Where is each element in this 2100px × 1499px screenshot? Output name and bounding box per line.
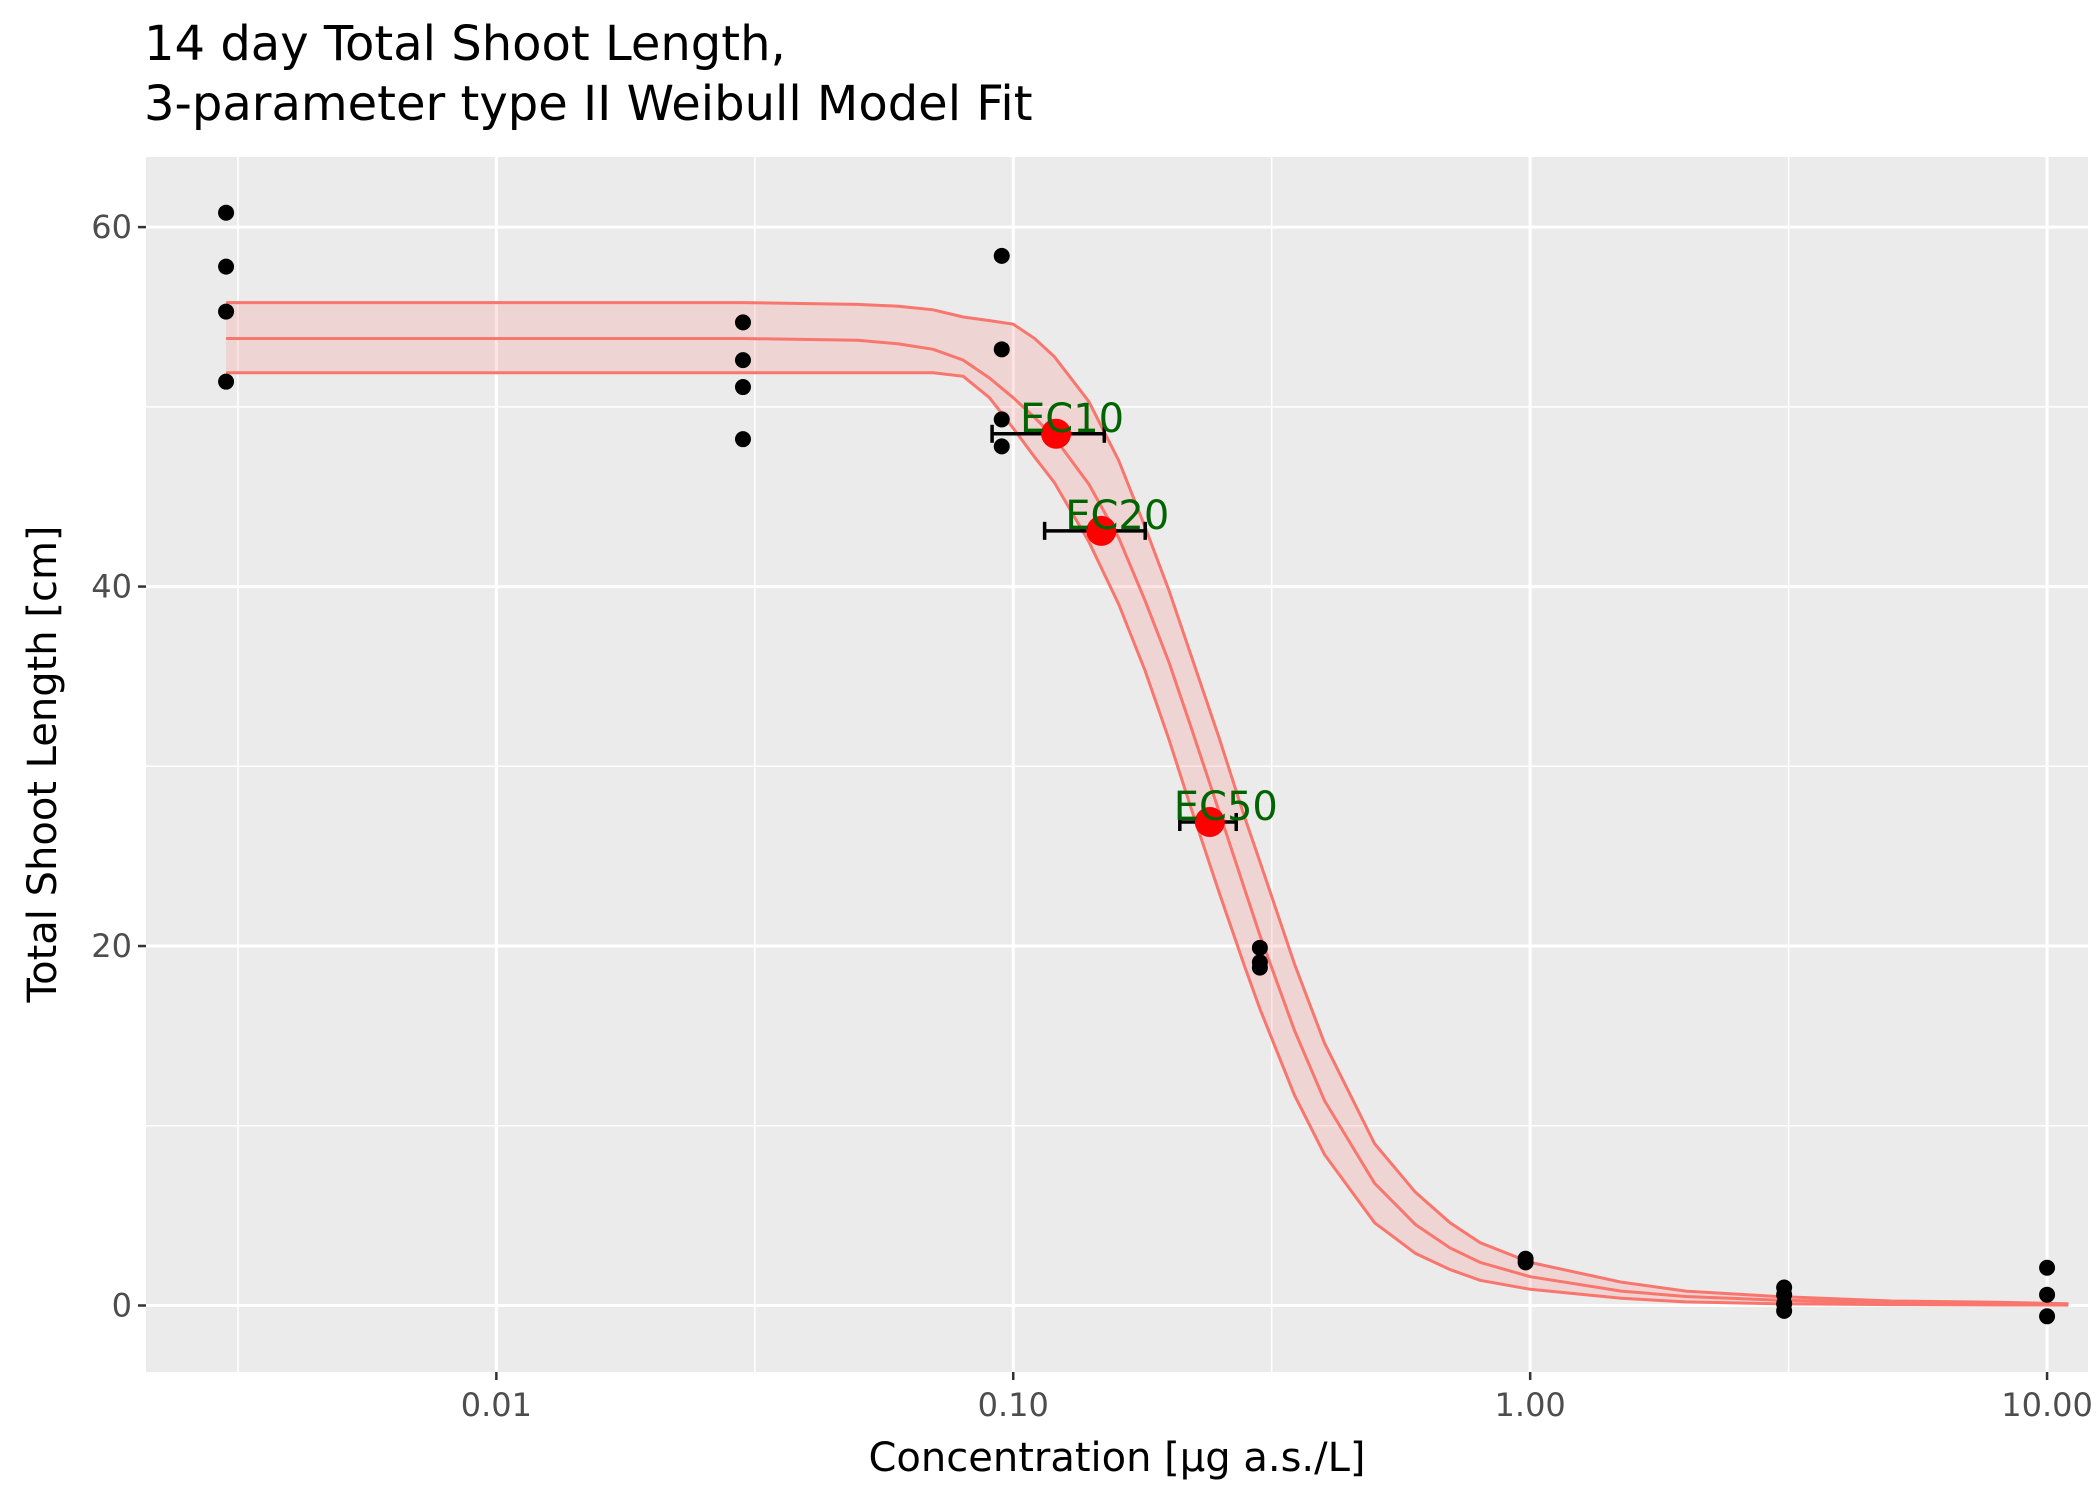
- data-point: [218, 258, 235, 275]
- data-point: [218, 373, 235, 390]
- x-tick-label: 0.01: [461, 1386, 532, 1424]
- data-point: [1776, 1302, 1793, 1319]
- data-point: [1251, 959, 1268, 976]
- data-point: [734, 314, 751, 331]
- upper-bound-line: [226, 301, 2069, 1306]
- data-point: [993, 438, 1010, 455]
- axis-ticks: 0.01 0.10 1.00 10.00 0 20 40 60: [91, 208, 2093, 1424]
- lower-bound-line: [226, 371, 2069, 1307]
- fit-curve-line: [226, 337, 2069, 1307]
- y-axis-title: Total Shoot Length [cm]: [20, 525, 66, 1003]
- data-point: [2039, 1286, 2056, 1303]
- data-point: [993, 411, 1010, 428]
- data-point: [218, 204, 235, 221]
- data-point: [218, 303, 235, 320]
- data-point: [734, 352, 751, 369]
- y-tick-label: 20: [91, 927, 132, 965]
- ec-point: [1194, 807, 1225, 838]
- ec-label: EC50: [1174, 784, 1278, 830]
- x-tick-label: 10.00: [2001, 1386, 2093, 1424]
- ec-label: EC10: [1020, 396, 1124, 442]
- fit-lines: [226, 301, 2069, 1307]
- y-tick-label: 40: [91, 568, 132, 606]
- ec-estimates: EC10 EC20 EC50: [990, 396, 1278, 838]
- ec-point: [1041, 418, 1072, 449]
- plot-panel: [146, 157, 2088, 1372]
- x-tick-label: 0.10: [978, 1386, 1049, 1424]
- data-point: [2039, 1308, 2056, 1325]
- data-point: [1517, 1254, 1534, 1271]
- data-point: [1251, 939, 1268, 956]
- chart-title-line-1: 14 day Total Shoot Length,: [144, 16, 786, 72]
- chart-title-line-2: 3-parameter type II Weibull Model Fit: [144, 76, 1033, 132]
- data-point: [734, 431, 751, 448]
- y-tick-label: 60: [91, 208, 132, 246]
- y-tick-label: 0: [112, 1286, 132, 1324]
- ec-point: [1086, 515, 1117, 546]
- data-point: [734, 379, 751, 396]
- grid-lines: [146, 157, 2088, 1372]
- data-point: [2039, 1259, 2056, 1276]
- x-tick-label: 1.00: [1495, 1386, 1566, 1424]
- data-point: [993, 247, 1010, 264]
- ec-label: EC20: [1065, 493, 1169, 539]
- x-axis-title: Concentration [µg a.s./L]: [869, 1435, 1366, 1481]
- observation-points: [218, 204, 2056, 1325]
- data-point: [993, 341, 1010, 358]
